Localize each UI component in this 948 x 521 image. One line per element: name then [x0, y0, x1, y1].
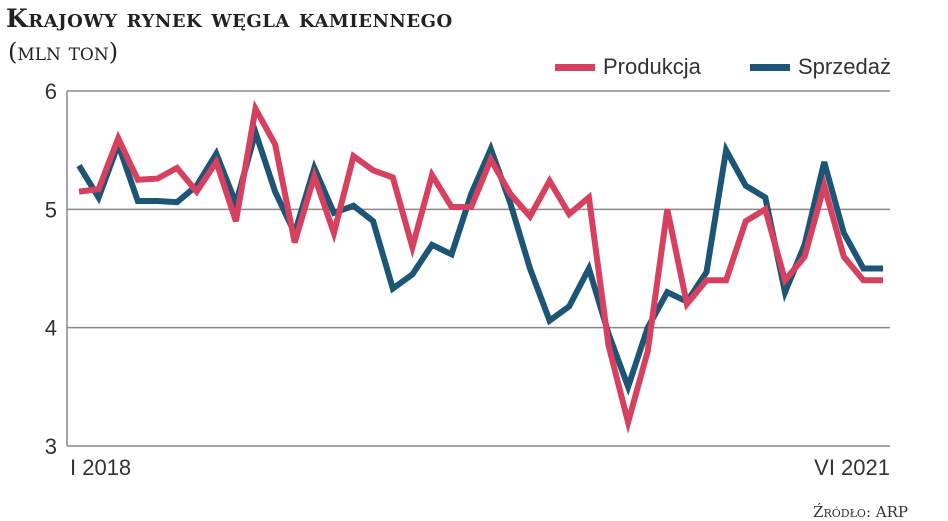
y-tick-label: 3 — [45, 434, 57, 459]
series-line-produkcja — [78, 99, 883, 434]
y-tick-label: 4 — [45, 316, 57, 341]
y-tick-label: 6 — [45, 79, 57, 104]
legend-item-produkcja: Produkcja — [555, 54, 701, 80]
chart-title: Krajowy rynek węgla kamiennego — [6, 4, 453, 33]
legend-swatch-produkcja — [555, 63, 595, 71]
legend-swatch-sprzedaz — [750, 63, 790, 71]
legend-item-sprzedaz: Sprzedaż — [750, 54, 891, 80]
chart-subtitle: (mln ton) — [8, 38, 119, 66]
legend-label-produkcja: Produkcja — [603, 54, 701, 79]
series-line-sprzedaz — [76, 122, 883, 396]
source-note: Źródło: ARP — [813, 503, 908, 521]
x-tick-label-start: I 2018 — [70, 455, 131, 480]
x-tick-label-end: VI 2021 — [814, 455, 890, 480]
y-tick-label: 5 — [45, 197, 57, 222]
legend-label-sprzedaz: Sprzedaż — [798, 54, 891, 79]
